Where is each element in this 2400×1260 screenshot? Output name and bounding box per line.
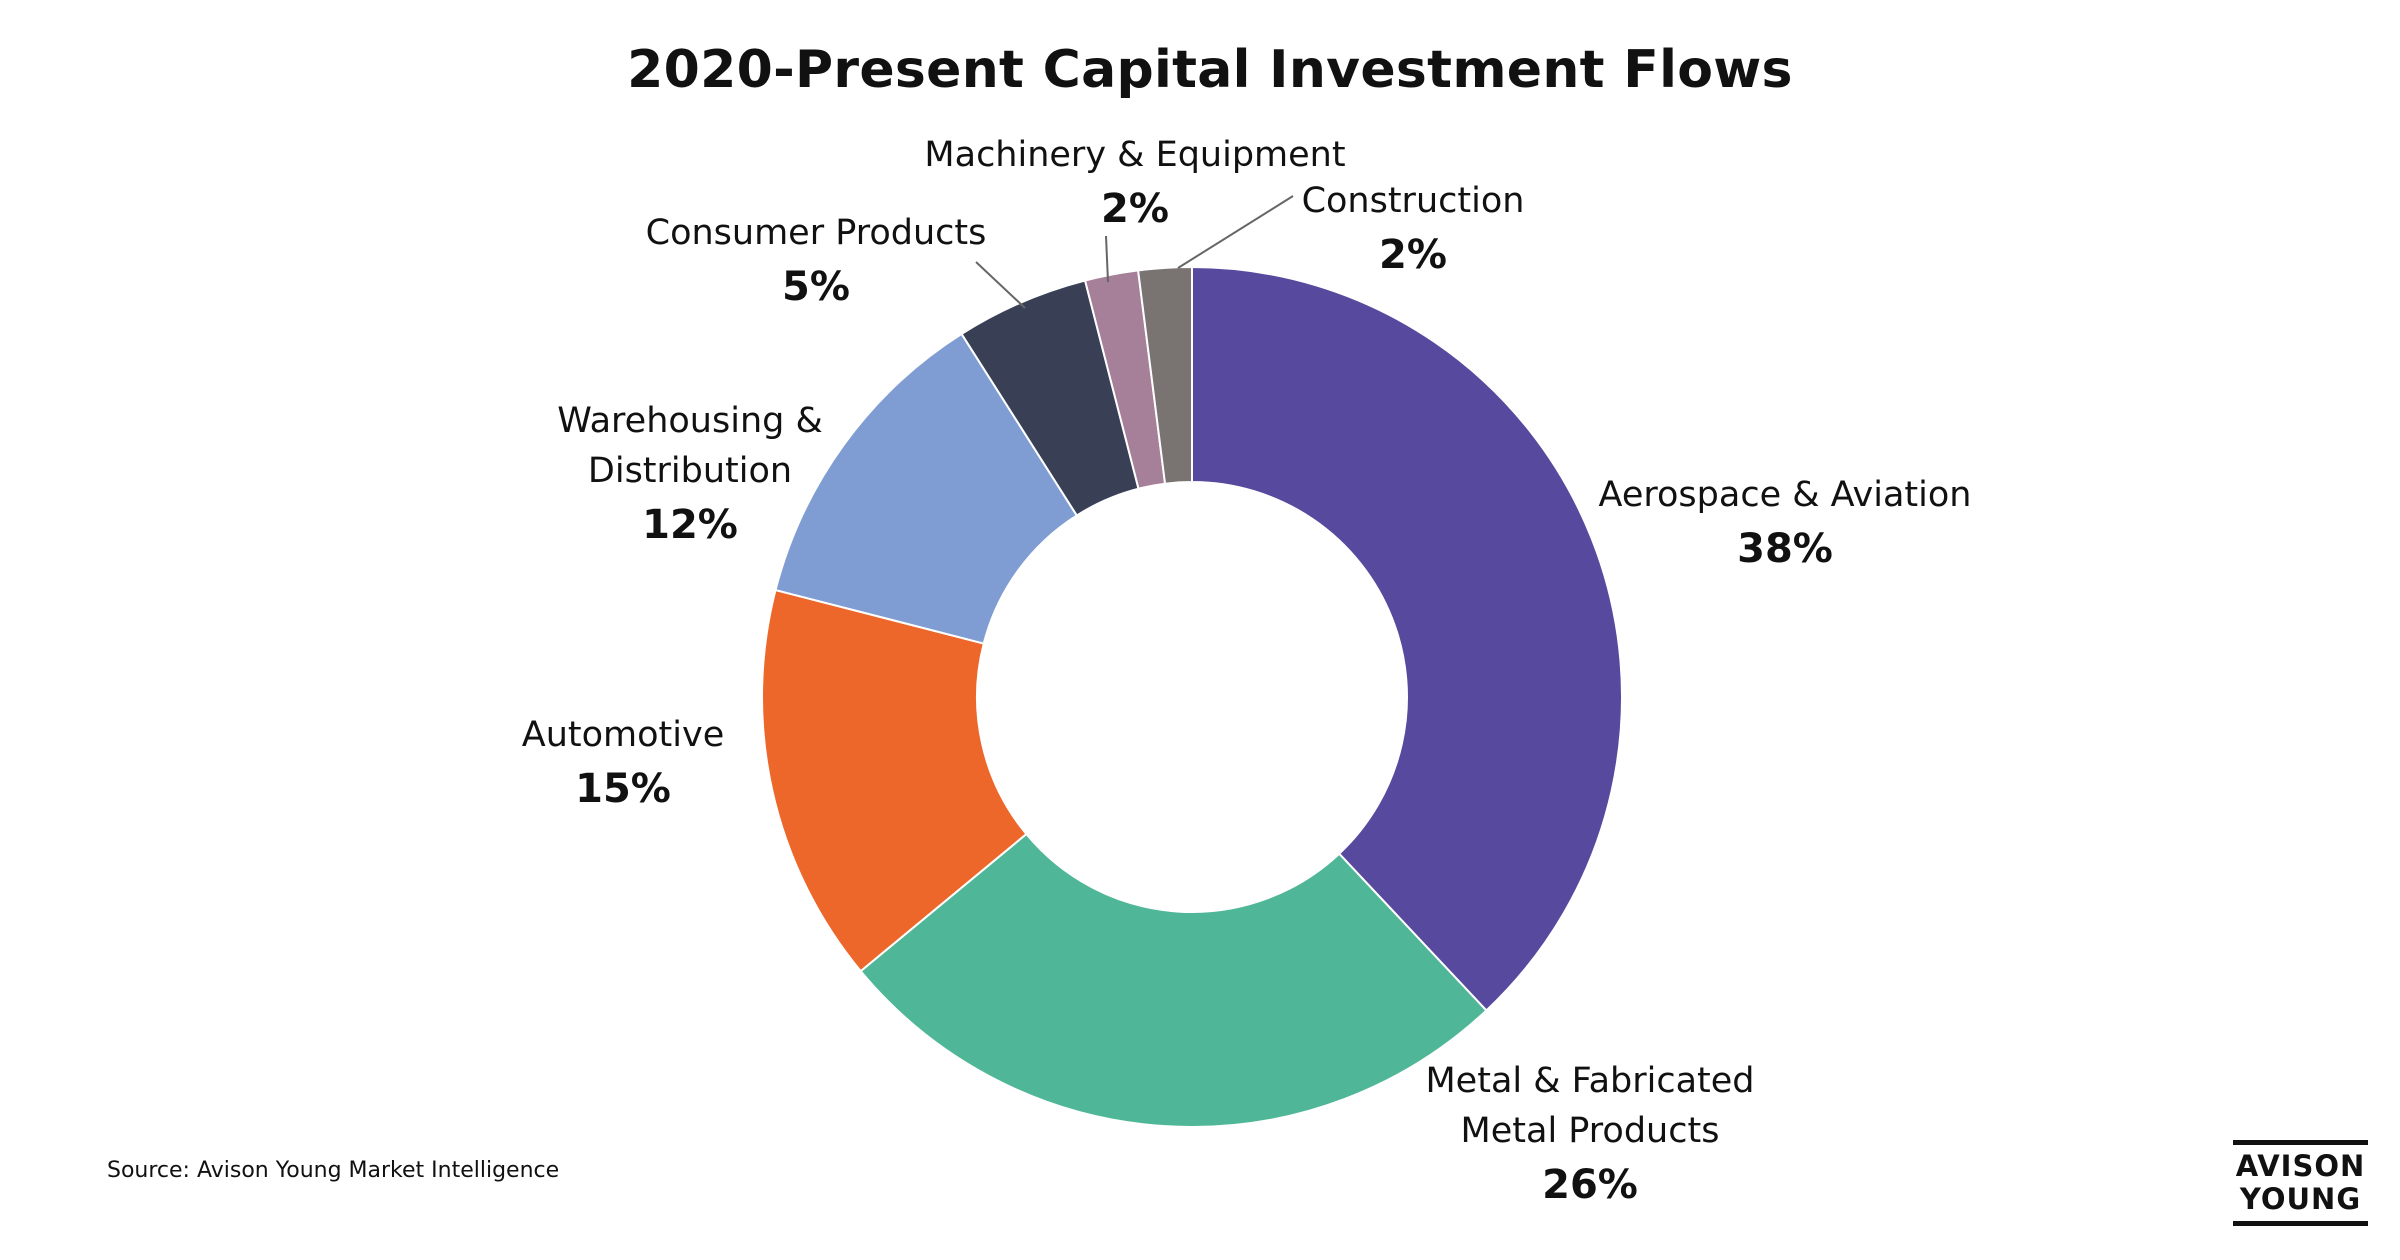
- avison-young-logo: AVISON YOUNG: [2233, 1140, 2368, 1226]
- slice-value-1: 26%: [1542, 1162, 1638, 1208]
- slice-label-4-line-0: Consumer Products: [646, 213, 987, 253]
- donut-slice-6: [1136, 265, 1193, 485]
- leader-line-6: [1177, 195, 1294, 269]
- slice-label-2-line-0: Automotive: [522, 715, 724, 755]
- donut-slices: [761, 265, 1623, 1129]
- slice-label-1-line-1: Metal Products: [1461, 1111, 1720, 1151]
- slice-value-3: 12%: [642, 502, 738, 548]
- donut-slice-0: [1191, 265, 1623, 1012]
- slice-value-4: 5%: [782, 264, 850, 310]
- donut-slice-3: [774, 332, 1079, 645]
- slice-label-6-line-0: Construction: [1302, 181, 1525, 221]
- slice-labels: Aerospace & Aviation 38% Metal & Fabricate…: [522, 135, 1972, 1208]
- slice-value-5: 2%: [1101, 186, 1169, 232]
- slice-value-2: 15%: [575, 766, 671, 812]
- donut-slice-1: [859, 832, 1488, 1129]
- slice-label-1-line-0: Metal & Fabricated: [1425, 1061, 1754, 1101]
- logo-top-bar: [2233, 1140, 2368, 1145]
- logo-word-1: AVISON: [2235, 1149, 2366, 1183]
- slice-label-3-line-1: Distribution: [588, 451, 792, 491]
- slice-value-0: 38%: [1737, 526, 1833, 572]
- logo-bottom-bar: [2233, 1221, 2368, 1226]
- slice-label-3-line-0: Warehousing &: [557, 401, 823, 441]
- leader-line-5: [1105, 235, 1109, 283]
- leader-line-4: [975, 261, 1026, 309]
- slice-label-0-line-0: Aerospace & Aviation: [1599, 475, 1972, 515]
- leader-lines: [975, 195, 1294, 309]
- slice-value-6: 2%: [1379, 232, 1447, 278]
- slice-label-5-line-0: Machinery & Equipment: [924, 135, 1345, 175]
- chart-title: 2020-Present Capital Investment Flows: [627, 40, 1793, 100]
- donut-slice-2: [761, 588, 1028, 973]
- logo-word-2: YOUNG: [2239, 1182, 2362, 1216]
- source-note: Source: Avison Young Market Intelligence: [107, 1158, 560, 1183]
